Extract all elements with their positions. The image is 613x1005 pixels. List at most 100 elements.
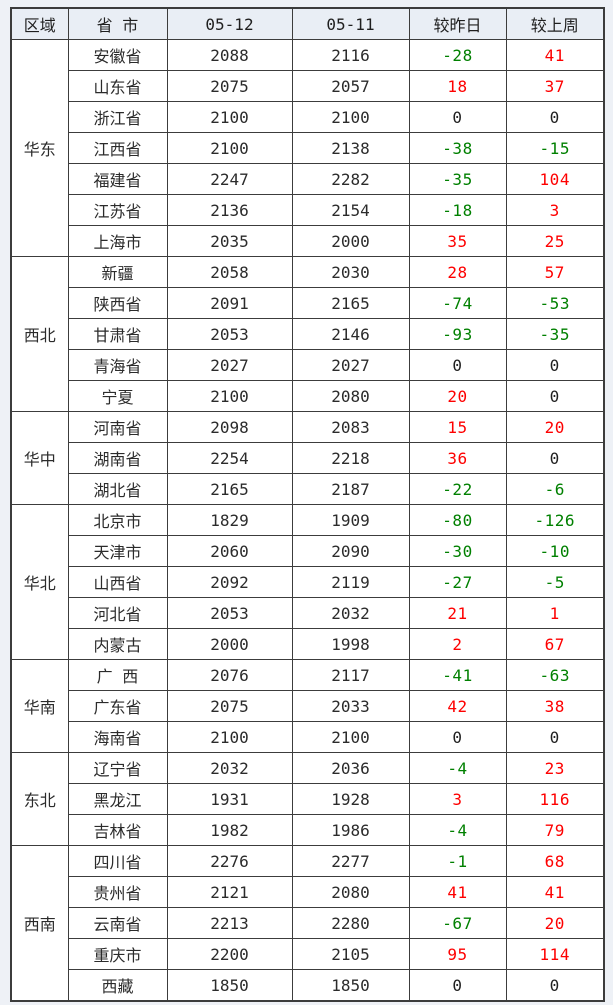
table-row: 东北 辽宁省 2032 2036 -4 23 xyxy=(10,752,605,846)
price-05-12-cell: 2276 xyxy=(166,845,293,877)
vs-lastweek-cell: 0 xyxy=(505,721,605,753)
table-row: 江苏省 2136 2154 -18 3 xyxy=(11,194,605,226)
price-05-12-cell: 2098 xyxy=(166,411,293,443)
vs-lastweek-cell: 116 xyxy=(505,783,605,815)
province-cell: 重庆市 xyxy=(67,938,168,970)
region-cell: 华南 xyxy=(10,659,69,753)
vs-lastweek-cell: 1 xyxy=(505,597,605,629)
vs-lastweek-cell: -5 xyxy=(505,566,605,598)
price-05-11-cell: 2146 xyxy=(291,318,410,350)
table-row: 山东省 2075 2057 18 37 xyxy=(11,70,605,102)
province-cell: 浙江省 xyxy=(67,101,168,133)
vs-lastweek-cell: 37 xyxy=(505,70,605,102)
table-row: 西藏 1850 1850 0 0 xyxy=(11,969,605,1002)
vs-yesterday-cell: -22 xyxy=(408,473,507,505)
region-cell: 西北 xyxy=(10,256,69,412)
price-table: 区域 省 市 05-12 05-11 较昨日 较上周 华东 安徽省 2088 2116… xyxy=(10,7,605,1002)
province-cell: 安徽省 xyxy=(67,39,168,71)
province-cell: 湖北省 xyxy=(67,473,168,505)
table-row: 山西省 2092 2119 -27 -5 xyxy=(11,566,605,598)
vs-lastweek-cell: 0 xyxy=(505,349,605,381)
price-05-12-cell: 2247 xyxy=(166,163,293,195)
vs-yesterday-cell: 0 xyxy=(408,721,507,753)
vs-yesterday-cell: -67 xyxy=(408,907,507,939)
vs-lastweek-cell: 0 xyxy=(505,101,605,133)
price-05-12-cell: 2254 xyxy=(166,442,293,474)
table-row: 内蒙古 2000 1998 2 67 xyxy=(11,628,605,660)
price-05-12-cell: 2165 xyxy=(166,473,293,505)
price-05-12-cell: 2053 xyxy=(166,318,293,350)
vs-yesterday-cell: -1 xyxy=(408,845,507,877)
province-cell: 天津市 xyxy=(67,535,168,567)
header-cell-date-05-11: 05-11 xyxy=(291,7,410,40)
price-05-11-cell: 2138 xyxy=(291,132,410,164)
price-05-12-cell: 2100 xyxy=(166,380,293,412)
vs-lastweek-cell: 104 xyxy=(505,163,605,195)
price-05-12-cell: 2076 xyxy=(166,659,293,691)
price-05-11-cell: 2080 xyxy=(291,876,410,908)
table-row: 福建省 2247 2282 -35 104 xyxy=(11,163,605,195)
table-row: 海南省 2100 2100 0 0 xyxy=(11,721,605,753)
vs-yesterday-cell: -30 xyxy=(408,535,507,567)
price-05-12-cell: 2088 xyxy=(166,39,293,71)
table-row: 黑龙江 1931 1928 3 116 xyxy=(11,783,605,815)
price-05-12-cell: 2075 xyxy=(166,690,293,722)
price-05-11-cell: 2165 xyxy=(291,287,410,319)
price-05-11-cell: 2032 xyxy=(291,597,410,629)
region-cell: 华北 xyxy=(10,504,69,660)
price-05-12-cell: 2200 xyxy=(166,938,293,970)
province-cell: 云南省 xyxy=(67,907,168,939)
price-05-11-cell: 2100 xyxy=(291,101,410,133)
price-05-11-cell: 1998 xyxy=(291,628,410,660)
price-05-12-cell: 2092 xyxy=(166,566,293,598)
price-05-12-cell: 1982 xyxy=(166,814,293,846)
price-05-12-cell: 2027 xyxy=(166,349,293,381)
header-cell-region: 区域 xyxy=(10,7,69,40)
price-05-11-cell: 1850 xyxy=(291,969,410,1002)
vs-lastweek-cell: 25 xyxy=(505,225,605,257)
price-05-12-cell: 2032 xyxy=(166,752,293,784)
price-05-11-cell: 2090 xyxy=(291,535,410,567)
vs-yesterday-cell: -28 xyxy=(408,39,507,71)
vs-yesterday-cell: 35 xyxy=(408,225,507,257)
province-cell: 内蒙古 xyxy=(67,628,168,660)
table-row: 华南广 西 2076 2117 -41 -63 xyxy=(10,659,605,753)
province-cell: 海南省 xyxy=(67,721,168,753)
table-row: 宁夏 2100 2080 20 0 xyxy=(11,380,605,412)
price-05-12-cell: 1829 xyxy=(166,504,293,536)
vs-lastweek-cell: -35 xyxy=(505,318,605,350)
province-cell: 吉林省 xyxy=(67,814,168,846)
province-cell: 贵州省 xyxy=(67,876,168,908)
vs-lastweek-cell: -126 xyxy=(505,504,605,536)
price-05-12-cell: 2035 xyxy=(166,225,293,257)
vs-lastweek-cell: 0 xyxy=(505,442,605,474)
table-row: 青海省 2027 2027 0 0 xyxy=(11,349,605,381)
vs-lastweek-cell: 41 xyxy=(505,39,605,71)
header-cell-vs-yesterday: 较昨日 xyxy=(408,7,507,40)
table-row: 西北 新疆 2058 2030 28 57 xyxy=(10,256,605,412)
price-05-11-cell: 2119 xyxy=(291,566,410,598)
province-cell: 山西省 xyxy=(67,566,168,598)
vs-yesterday-cell: 2 xyxy=(408,628,507,660)
price-05-11-cell: 2036 xyxy=(291,752,410,784)
vs-yesterday-cell: 95 xyxy=(408,938,507,970)
table-row: 天津市 2060 2090 -30 -10 xyxy=(11,535,605,567)
province-cell: 青海省 xyxy=(67,349,168,381)
province-cell: 广 西 xyxy=(67,659,168,691)
header-cell-province: 省 市 xyxy=(67,7,168,40)
vs-lastweek-cell: 20 xyxy=(505,411,605,443)
price-05-11-cell: 2218 xyxy=(291,442,410,474)
price-05-11-cell: 2116 xyxy=(291,39,410,71)
table-row: 吉林省 1982 1986 -4 79 xyxy=(11,814,605,846)
price-05-12-cell: 1850 xyxy=(166,969,293,1002)
province-cell: 陕西省 xyxy=(67,287,168,319)
vs-yesterday-cell: 28 xyxy=(408,256,507,288)
vs-yesterday-cell: -80 xyxy=(408,504,507,536)
price-05-11-cell: 2282 xyxy=(291,163,410,195)
vs-yesterday-cell: 21 xyxy=(408,597,507,629)
province-cell: 北京市 xyxy=(67,504,168,536)
vs-lastweek-cell: 67 xyxy=(505,628,605,660)
vs-lastweek-cell: -63 xyxy=(505,659,605,691)
price-05-12-cell: 2100 xyxy=(166,101,293,133)
price-05-12-cell: 2136 xyxy=(166,194,293,226)
